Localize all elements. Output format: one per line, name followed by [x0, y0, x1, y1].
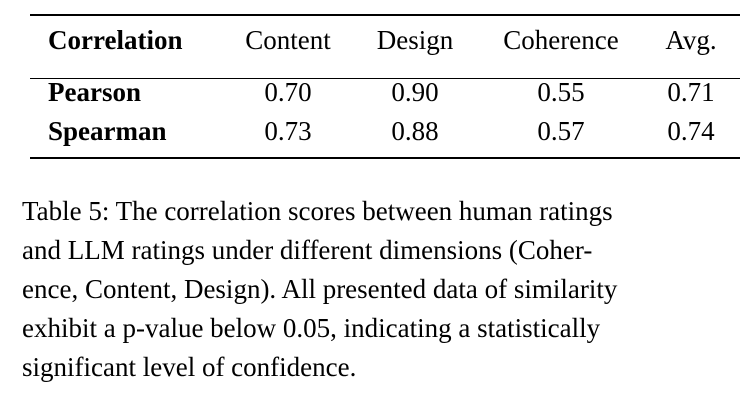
row-label-pearson: Pearson	[48, 77, 141, 107]
header-design: Design	[376, 25, 454, 55]
caption-line: and LLM ratings under different dimensio…	[22, 235, 593, 265]
spearman-avg-value: 0.74	[667, 116, 715, 146]
header-coherence: Coherence	[503, 25, 619, 55]
header-content: Content	[245, 25, 331, 55]
header-avg: Avg.	[665, 25, 717, 55]
caption-line: Table 5: The correlation scores between …	[22, 196, 613, 226]
table-top-rule	[30, 14, 740, 16]
table-caption: Table 5: The correlation scores between …	[22, 192, 744, 387]
row-label-spearman: Spearman	[48, 116, 167, 146]
pearson-coherence-value: 0.55	[537, 77, 585, 107]
pearson-avg-value: 0.71	[667, 77, 715, 107]
spearman-coherence-value: 0.57	[537, 116, 585, 146]
table-header-rule	[30, 78, 740, 79]
pearson-design-value: 0.90	[391, 77, 439, 107]
caption-line: significant level of confidence.	[22, 352, 357, 382]
pearson-content-value: 0.70	[264, 77, 312, 107]
caption-line: ence, Content, Design). All presented da…	[22, 274, 618, 304]
header-correlation: Correlation	[48, 25, 183, 55]
spearman-design-value: 0.88	[391, 116, 439, 146]
caption-line: exhibit a p-value below 0.05, indicating…	[22, 313, 601, 343]
table-bottom-rule	[30, 157, 740, 159]
spearman-content-value: 0.73	[264, 116, 312, 146]
